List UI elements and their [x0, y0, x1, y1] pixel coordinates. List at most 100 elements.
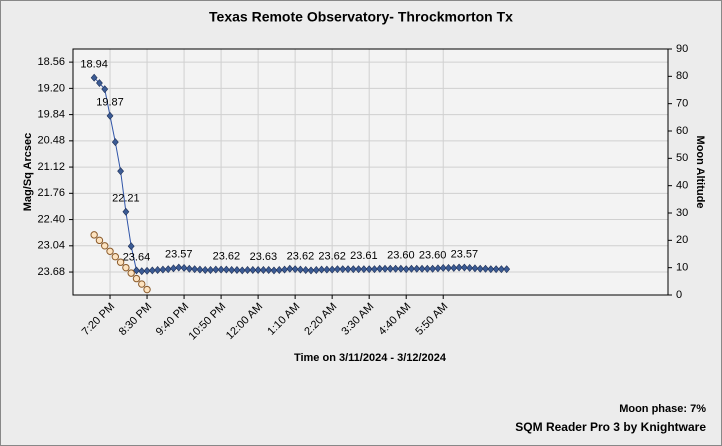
y-tick-label: 19.20 — [37, 82, 65, 94]
sqm-point — [201, 266, 209, 274]
sqm-point — [196, 265, 204, 274]
sqm-point — [238, 266, 246, 275]
sqm-point — [429, 264, 437, 273]
data-label: 23.60 — [387, 250, 415, 262]
sqm-point — [170, 264, 177, 273]
y2-tick-label: 70 — [676, 98, 688, 110]
y2-tick-label: 60 — [676, 125, 688, 137]
sqm-point — [307, 266, 315, 275]
sqm-point — [498, 265, 505, 274]
sqm-point — [260, 266, 267, 274]
moon-point — [143, 285, 151, 294]
sqm-point — [376, 264, 384, 273]
moon-point — [95, 236, 104, 245]
sqm-point — [334, 265, 341, 274]
sqm-point — [302, 266, 310, 274]
sqm-point — [323, 265, 331, 274]
sqm-point — [487, 265, 495, 274]
y2-tick-label: 80 — [676, 70, 688, 82]
sqm-point — [148, 266, 156, 275]
sqm-point — [471, 264, 479, 273]
data-label: 23.57 — [451, 248, 479, 260]
sqm-point — [96, 79, 103, 87]
sqm-point — [180, 263, 188, 272]
plot-area — [73, 49, 668, 295]
y-tick-label: 23.04 — [37, 240, 65, 252]
sqm-point — [371, 265, 378, 274]
y2-axis-label: Moon Altitude — [694, 136, 706, 209]
sqm-point — [408, 264, 415, 273]
sqm-point — [101, 85, 109, 94]
sqm-point — [275, 266, 283, 274]
sqm-point — [249, 266, 257, 274]
sqm-point — [159, 265, 167, 274]
sqm-point — [117, 167, 124, 176]
sqm-point — [392, 264, 400, 273]
sqm-point — [154, 266, 162, 274]
sqm-point — [138, 267, 146, 276]
sqm-point — [291, 265, 299, 274]
sqm-point — [133, 266, 140, 275]
moon-point — [127, 269, 135, 277]
sqm-point — [286, 264, 294, 273]
sqm-point — [164, 265, 172, 274]
moon-point — [122, 263, 130, 272]
sqm-point — [386, 264, 394, 273]
sqm-point — [207, 266, 214, 274]
data-label: 19.87 — [96, 97, 124, 109]
data-label: 23.62 — [213, 250, 241, 262]
moon-point — [101, 242, 109, 250]
y2-tick-label: 40 — [676, 180, 688, 192]
sqm-point — [439, 263, 447, 272]
sqm-point — [397, 264, 405, 273]
sqm-point — [318, 265, 325, 274]
sqm-point — [244, 266, 251, 274]
y-tick-label: 21.12 — [37, 161, 65, 173]
moon-point — [106, 247, 114, 255]
y2-tick-label: 30 — [676, 207, 688, 219]
sqm-point — [297, 265, 304, 274]
y-tick-label: 23.68 — [37, 266, 65, 278]
y-tick-label: 18.56 — [37, 56, 65, 68]
sqm-point — [476, 264, 484, 273]
sqm-point — [503, 265, 511, 274]
y-tick-label: 22.40 — [37, 213, 65, 225]
data-label: 23.62 — [287, 250, 315, 262]
sqm-point — [212, 265, 220, 274]
sqm-point — [281, 265, 288, 274]
sqm-point — [339, 265, 347, 274]
sqm-point — [434, 264, 442, 273]
data-label: 23.62 — [318, 250, 346, 262]
sqm-point — [450, 263, 458, 272]
sqm-point — [328, 265, 336, 274]
sqm-point — [111, 138, 119, 147]
sqm-point — [228, 266, 236, 274]
footer: SQM Reader Pro 3 by Knightware — [515, 420, 706, 434]
moon-phase: Moon phase: 7% — [619, 403, 706, 415]
sqm-point — [90, 73, 98, 82]
sqm-point — [222, 265, 230, 274]
data-label: 23.57 — [165, 248, 193, 260]
sqm-point — [175, 263, 183, 272]
data-label: 23.61 — [350, 250, 378, 262]
sqm-point — [349, 265, 357, 274]
moon-point — [111, 253, 120, 261]
sqm-point — [312, 266, 320, 274]
moon-point — [132, 274, 141, 283]
sqm-point — [445, 263, 452, 272]
y2-tick-label: 0 — [676, 289, 682, 301]
data-label: 23.60 — [419, 250, 447, 262]
sqm-point — [460, 263, 468, 272]
sqm-point — [344, 265, 352, 274]
sqm-point — [185, 264, 193, 273]
y2-tick-label: 90 — [676, 43, 688, 55]
data-label: 22.21 — [112, 193, 140, 205]
sqm-point — [482, 264, 489, 273]
y2-tick-label: 50 — [676, 152, 688, 164]
sqm-point — [191, 265, 199, 274]
data-label: 23.63 — [250, 251, 278, 263]
sqm-point — [265, 266, 273, 274]
sqm-point — [492, 265, 500, 274]
